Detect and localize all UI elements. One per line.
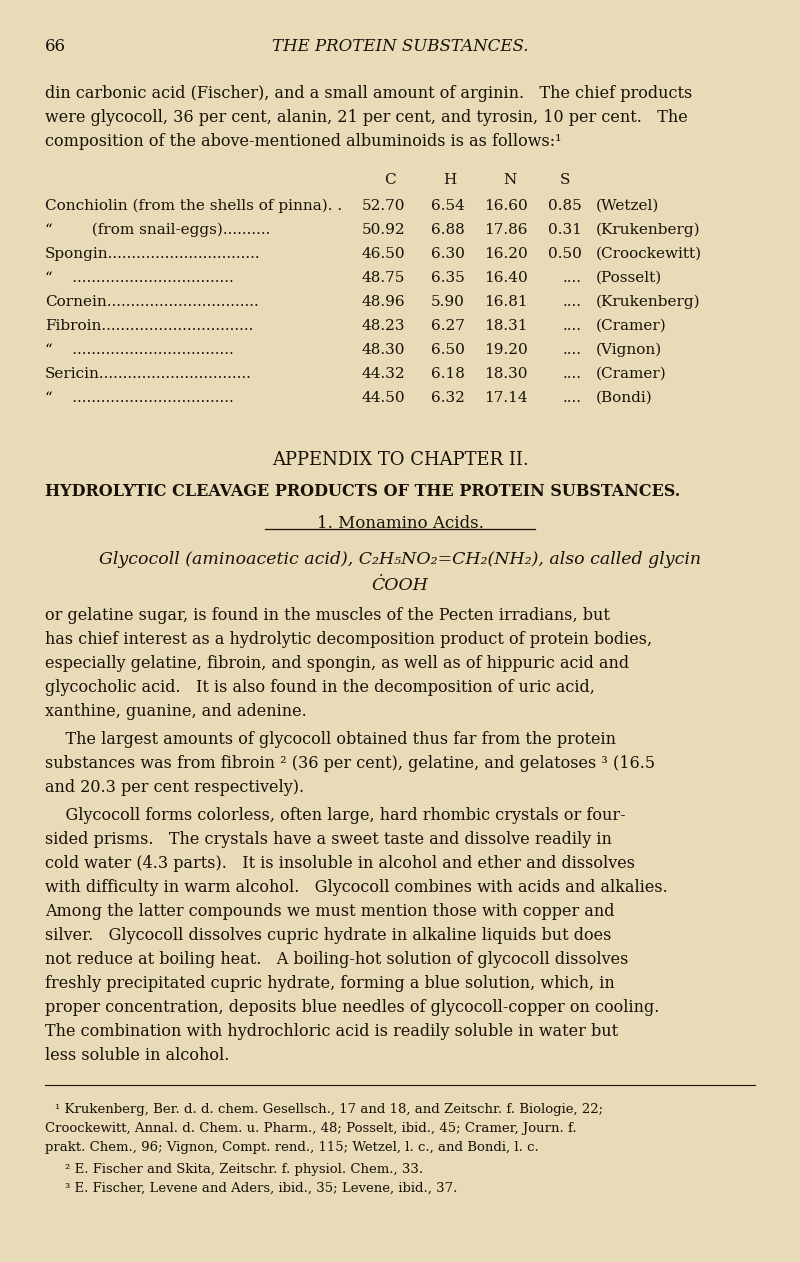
Text: “    ..................................: “ .................................. <box>45 343 234 357</box>
Text: 18.30: 18.30 <box>485 367 528 381</box>
Text: 17.14: 17.14 <box>484 391 528 405</box>
Text: prakt. Chem., 96; Vignon, Compt. rend., 115; Wetzel, l. c., and Bondi, l. c.: prakt. Chem., 96; Vignon, Compt. rend., … <box>45 1141 538 1153</box>
Text: ....: .... <box>563 367 582 381</box>
Text: 48.23: 48.23 <box>362 319 405 333</box>
Text: 1. Monamino Acids.: 1. Monamino Acids. <box>317 515 483 533</box>
Text: 6.88: 6.88 <box>431 223 465 237</box>
Text: 44.50: 44.50 <box>362 391 405 405</box>
Text: cold water (4.3 parts).   It is insoluble in alcohol and ether and dissolves: cold water (4.3 parts). It is insoluble … <box>45 854 635 872</box>
Text: The combination with hydrochloric acid is readily soluble in water but: The combination with hydrochloric acid i… <box>45 1023 618 1040</box>
Text: (Posselt): (Posselt) <box>596 271 662 285</box>
Text: C: C <box>384 173 396 187</box>
Text: 6.32: 6.32 <box>431 391 465 405</box>
Text: din carbonic acid (Fischer), and a small amount of arginin.   The chief products: din carbonic acid (Fischer), and a small… <box>45 85 692 102</box>
Text: has chief interest as a hydrolytic decomposition product of protein bodies,: has chief interest as a hydrolytic decom… <box>45 631 652 647</box>
Text: 0.31: 0.31 <box>548 223 582 237</box>
Text: 66: 66 <box>45 38 66 56</box>
Text: ....: .... <box>563 343 582 357</box>
Text: 16.60: 16.60 <box>484 199 528 213</box>
Text: The largest amounts of glycocoll obtained thus far from the protein: The largest amounts of glycocoll obtaine… <box>45 731 616 748</box>
Text: 6.50: 6.50 <box>431 343 465 357</box>
Text: ² E. Fischer and Skita, Zeitschr. f. physiol. Chem., 33.: ² E. Fischer and Skita, Zeitschr. f. phy… <box>65 1164 423 1176</box>
Text: 48.30: 48.30 <box>362 343 405 357</box>
Text: N: N <box>503 173 517 187</box>
Text: (Croockewitt): (Croockewitt) <box>596 247 702 261</box>
Text: “    ..................................: “ .................................. <box>45 271 234 285</box>
Text: 0.85: 0.85 <box>548 199 582 213</box>
Text: 6.30: 6.30 <box>431 247 465 261</box>
Text: Conchiolin (from the shells of pinna). .: Conchiolin (from the shells of pinna). . <box>45 199 342 213</box>
Text: composition of the above-mentioned albuminoids is as follows:¹: composition of the above-mentioned album… <box>45 133 562 150</box>
Text: (Cramer): (Cramer) <box>596 367 666 381</box>
Text: 50.92: 50.92 <box>362 223 405 237</box>
Text: and 20.3 per cent respectively).: and 20.3 per cent respectively). <box>45 779 304 796</box>
Text: xanthine, guanine, and adenine.: xanthine, guanine, and adenine. <box>45 703 306 721</box>
Text: especially gelatine, fibroin, and spongin, as well as of hippuric acid and: especially gelatine, fibroin, and spongi… <box>45 655 629 671</box>
Text: (Wetzel): (Wetzel) <box>596 199 659 213</box>
Text: Glycocoll (aminoacetic acid), C₂H₅NO₂=CH₂(NH₂), also called glycin: Glycocoll (aminoacetic acid), C₂H₅NO₂=CH… <box>99 551 701 568</box>
Text: 16.40: 16.40 <box>484 271 528 285</box>
Text: less soluble in alcohol.: less soluble in alcohol. <box>45 1047 230 1064</box>
Text: ³ E. Fischer, Levene and Aders, ibid., 35; Levene, ibid., 37.: ³ E. Fischer, Levene and Aders, ibid., 3… <box>65 1182 458 1195</box>
Text: (Krukenberg): (Krukenberg) <box>596 295 701 309</box>
Text: (Cramer): (Cramer) <box>596 319 666 333</box>
Text: or gelatine sugar, is found in the muscles of the Pecten irradians, but: or gelatine sugar, is found in the muscl… <box>45 607 610 623</box>
Text: ¹ Krukenberg, Ber. d. d. chem. Gesellsch., 17 and 18, and Zeitschr. f. Biologie,: ¹ Krukenberg, Ber. d. d. chem. Gesellsch… <box>55 1103 603 1116</box>
Text: HYDROLYTIC CLEAVAGE PRODUCTS OF THE PROTEIN SUBSTANCES.: HYDROLYTIC CLEAVAGE PRODUCTS OF THE PROT… <box>45 483 680 500</box>
Text: proper concentration, deposits blue needles of glycocoll-copper on cooling.: proper concentration, deposits blue need… <box>45 1000 659 1016</box>
Text: 46.50: 46.50 <box>362 247 405 261</box>
Text: 16.20: 16.20 <box>484 247 528 261</box>
Text: Glycocoll forms colorless, often large, hard rhombic crystals or four-: Glycocoll forms colorless, often large, … <box>45 806 626 824</box>
Text: glycocholic acid.   It is also found in the decomposition of uric acid,: glycocholic acid. It is also found in th… <box>45 679 595 697</box>
Text: ....: .... <box>563 319 582 333</box>
Text: 48.75: 48.75 <box>362 271 405 285</box>
Text: 0.50: 0.50 <box>548 247 582 261</box>
Text: 5.90: 5.90 <box>431 295 465 309</box>
Text: with difficulty in warm alcohol.   Glycocoll combines with acids and alkalies.: with difficulty in warm alcohol. Glycoco… <box>45 880 668 896</box>
Text: Croockewitt, Annal. d. Chem. u. Pharm., 48; Posselt, ibid., 45; Cramer, Journ. f: Croockewitt, Annal. d. Chem. u. Pharm., … <box>45 1122 577 1135</box>
Text: H: H <box>443 173 457 187</box>
Text: 6.35: 6.35 <box>431 271 465 285</box>
Text: (Bondi): (Bondi) <box>596 391 653 405</box>
Text: ....: .... <box>563 295 582 309</box>
Text: “        (from snail-eggs)..........: “ (from snail-eggs).......... <box>45 223 270 237</box>
Text: 19.20: 19.20 <box>484 343 528 357</box>
Text: 44.32: 44.32 <box>362 367 405 381</box>
Text: ....: .... <box>563 391 582 405</box>
Text: “    ..................................: “ .................................. <box>45 391 234 405</box>
Text: THE PROTEIN SUBSTANCES.: THE PROTEIN SUBSTANCES. <box>272 38 528 56</box>
Text: ĊOOH: ĊOOH <box>371 577 429 594</box>
Text: 6.54: 6.54 <box>431 199 465 213</box>
Text: (Vignon): (Vignon) <box>596 343 662 357</box>
Text: substances was from fibroin ² (36 per cent), gelatine, and gelatoses ³ (16.5: substances was from fibroin ² (36 per ce… <box>45 755 655 772</box>
Text: Spongin................................: Spongin................................ <box>45 247 261 261</box>
Text: not reduce at boiling heat.   A boiling-hot solution of glycocoll dissolves: not reduce at boiling heat. A boiling-ho… <box>45 952 628 968</box>
Text: sided prisms.   The crystals have a sweet taste and dissolve readily in: sided prisms. The crystals have a sweet … <box>45 830 612 848</box>
Text: 6.18: 6.18 <box>431 367 465 381</box>
Text: silver.   Glycocoll dissolves cupric hydrate in alkaline liquids but does: silver. Glycocoll dissolves cupric hydra… <box>45 928 611 944</box>
Text: Among the latter compounds we must mention those with copper and: Among the latter compounds we must menti… <box>45 904 614 920</box>
Text: ....: .... <box>563 271 582 285</box>
Text: Cornein................................: Cornein................................ <box>45 295 258 309</box>
Text: APPENDIX TO CHAPTER II.: APPENDIX TO CHAPTER II. <box>272 451 528 469</box>
Text: 16.81: 16.81 <box>484 295 528 309</box>
Text: 18.31: 18.31 <box>485 319 528 333</box>
Text: 17.86: 17.86 <box>485 223 528 237</box>
Text: 6.27: 6.27 <box>431 319 465 333</box>
Text: Sericin................................: Sericin................................ <box>45 367 252 381</box>
Text: 48.96: 48.96 <box>362 295 405 309</box>
Text: freshly precipitated cupric hydrate, forming a blue solution, which, in: freshly precipitated cupric hydrate, for… <box>45 976 614 992</box>
Text: S: S <box>560 173 570 187</box>
Text: Fibroin................................: Fibroin................................ <box>45 319 254 333</box>
Text: 52.70: 52.70 <box>362 199 405 213</box>
Text: (Krukenberg): (Krukenberg) <box>596 223 701 237</box>
Text: were glycocoll, 36 per cent, alanin, 21 per cent, and tyrosin, 10 per cent.   Th: were glycocoll, 36 per cent, alanin, 21 … <box>45 109 688 126</box>
